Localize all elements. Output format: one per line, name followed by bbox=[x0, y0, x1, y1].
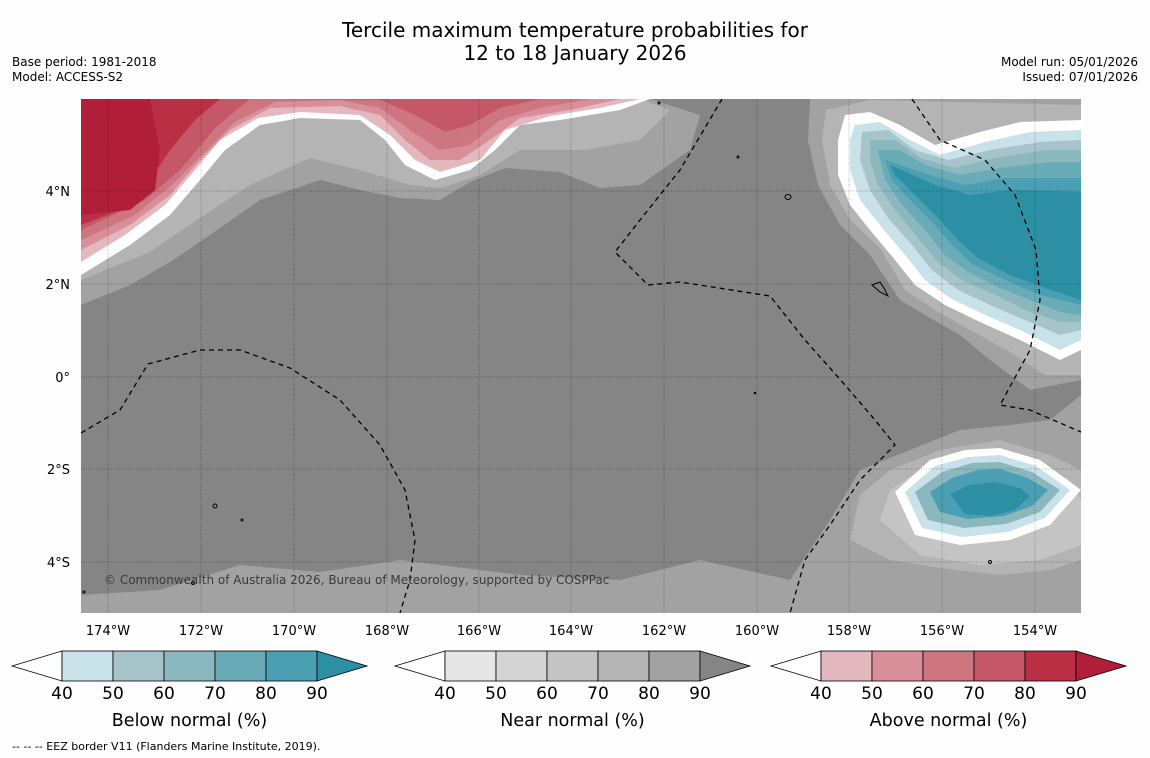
latitude-labels: 4°N 2°N 0° 2°S 4°S bbox=[46, 185, 71, 571]
eez-footnote: -- -- -- EEZ border V11 (Flanders Marine… bbox=[12, 740, 321, 753]
colorbar-segment bbox=[648, 650, 701, 682]
lon-label: 170°W bbox=[272, 624, 316, 639]
copyright-text: © Commonwealth of Australia 2026, Bureau… bbox=[104, 573, 609, 587]
eez-borders bbox=[81, 99, 1081, 613]
colorbar-tick-label: 60 bbox=[153, 684, 175, 704]
colorbar-segment bbox=[922, 650, 975, 682]
lon-label: 154°W bbox=[1013, 624, 1057, 639]
colorbar-segment bbox=[973, 650, 1026, 682]
colorbar-segment bbox=[820, 650, 873, 682]
eez-border-west bbox=[81, 349, 416, 613]
gridlines bbox=[81, 99, 1081, 613]
lon-label: 172°W bbox=[179, 624, 223, 639]
colorbars: 40 50 60 70 80 90 Below normal (%) 40 50 60 70 80 90… bbox=[10, 650, 1128, 731]
model-run-text: Model run: 05/01/2026 bbox=[1000, 55, 1138, 69]
colorbar-tick-label: 80 bbox=[255, 684, 277, 704]
colorbar-segment bbox=[112, 650, 165, 682]
colorbar: 40 50 60 70 80 90 Above normal (%) bbox=[769, 650, 1128, 731]
colorbar-extend-low bbox=[769, 650, 822, 682]
model-text: Model: ACCESS-S2 bbox=[12, 70, 124, 84]
colorbar-extend-high bbox=[1075, 650, 1128, 682]
colorbar-tick-label: 90 bbox=[689, 684, 711, 704]
colorbar-segment bbox=[61, 650, 114, 682]
lon-label: 162°W bbox=[642, 624, 686, 639]
lon-label: 164°W bbox=[549, 624, 593, 639]
colorbar-tick-label: 70 bbox=[587, 684, 609, 704]
above-normal-region-white bbox=[81, 99, 650, 275]
near-normal-band-se bbox=[81, 395, 1081, 613]
colorbar-title: Near normal (%) bbox=[500, 711, 645, 731]
colorbar-title: Below normal (%) bbox=[112, 711, 267, 731]
colorbar-segment bbox=[214, 650, 267, 682]
lat-label: 2°S bbox=[47, 463, 70, 478]
colorbar-tick-label: 50 bbox=[485, 684, 507, 704]
map-title-line-2: 12 to 18 January 2026 bbox=[463, 41, 687, 65]
map-title-line-1: Tercile maximum temperature probabilitie… bbox=[342, 18, 808, 42]
colorbar-title: Above normal (%) bbox=[870, 711, 1028, 731]
colorbar-segment bbox=[1024, 650, 1077, 682]
colorbar-segment bbox=[265, 650, 318, 682]
colorbar-tick-label: 60 bbox=[912, 684, 934, 704]
colorbar-segment bbox=[597, 650, 650, 682]
lat-label: 4°N bbox=[46, 185, 71, 200]
colorbar-extend-low bbox=[10, 650, 63, 682]
colorbar-tick-label: 80 bbox=[638, 684, 660, 704]
colorbar-tick-label: 60 bbox=[536, 684, 558, 704]
colorbar: 40 50 60 70 80 90 Near normal (%) bbox=[393, 650, 752, 731]
colorbar: 40 50 60 70 80 90 Below normal (%) bbox=[10, 650, 369, 731]
lat-label: 4°S bbox=[47, 556, 70, 571]
islands bbox=[82, 101, 992, 594]
above-normal-level-70 bbox=[81, 99, 540, 230]
lon-label: 174°W bbox=[86, 624, 130, 639]
colorbar-segment bbox=[871, 650, 924, 682]
colorbar-segment bbox=[546, 650, 599, 682]
colorbar-segment bbox=[163, 650, 216, 682]
lon-label: 156°W bbox=[920, 624, 964, 639]
meta-left: Base period: 1981-2018 Model: ACCESS-S2 bbox=[12, 55, 157, 85]
eez-border-east bbox=[911, 99, 1081, 433]
lon-label: 160°W bbox=[735, 624, 779, 639]
above-normal-level-90 bbox=[81, 99, 160, 215]
colorbar-segment bbox=[444, 650, 497, 682]
lon-label: 166°W bbox=[457, 624, 501, 639]
colorbar-tick-label: 90 bbox=[306, 684, 328, 704]
lon-label: 168°W bbox=[365, 624, 409, 639]
below-normal-se-90 bbox=[950, 482, 1030, 516]
lon-label: 158°W bbox=[827, 624, 871, 639]
colorbar-extend-high bbox=[699, 650, 752, 682]
longitude-labels: 174°W 172°W 170°W 168°W 166°W 164°W 162°W 160°W… bbox=[86, 624, 1057, 639]
colorbar-segment bbox=[495, 650, 548, 682]
colorbar-tick-label: 50 bbox=[861, 684, 883, 704]
colorbar-tick-label: 50 bbox=[102, 684, 124, 704]
map-plot-area: © Commonwealth of Australia 2026, Bureau… bbox=[81, 99, 1081, 613]
colorbar-tick-label: 80 bbox=[1014, 684, 1036, 704]
below-normal-ne-90 bbox=[890, 165, 1081, 300]
colorbar-tick-label: 70 bbox=[204, 684, 226, 704]
lat-label: 2°N bbox=[46, 278, 71, 293]
colorbar-tick-label: 40 bbox=[810, 684, 832, 704]
meta-right: Model run: 05/01/2026 Issued: 07/01/2026 bbox=[1001, 55, 1138, 85]
colorbar-tick-label: 90 bbox=[1065, 684, 1087, 704]
colorbar-extend-low bbox=[393, 650, 446, 682]
issued-text: Issued: 07/01/2026 bbox=[1022, 70, 1138, 84]
lat-label: 0° bbox=[55, 371, 70, 386]
colorbar-tick-label: 40 bbox=[51, 684, 73, 704]
colorbar-tick-label: 70 bbox=[963, 684, 985, 704]
colorbar-extend-high bbox=[316, 650, 369, 682]
colorbar-tick-label: 40 bbox=[434, 684, 456, 704]
base-period-text: Base period: 1981-2018 bbox=[12, 55, 157, 69]
